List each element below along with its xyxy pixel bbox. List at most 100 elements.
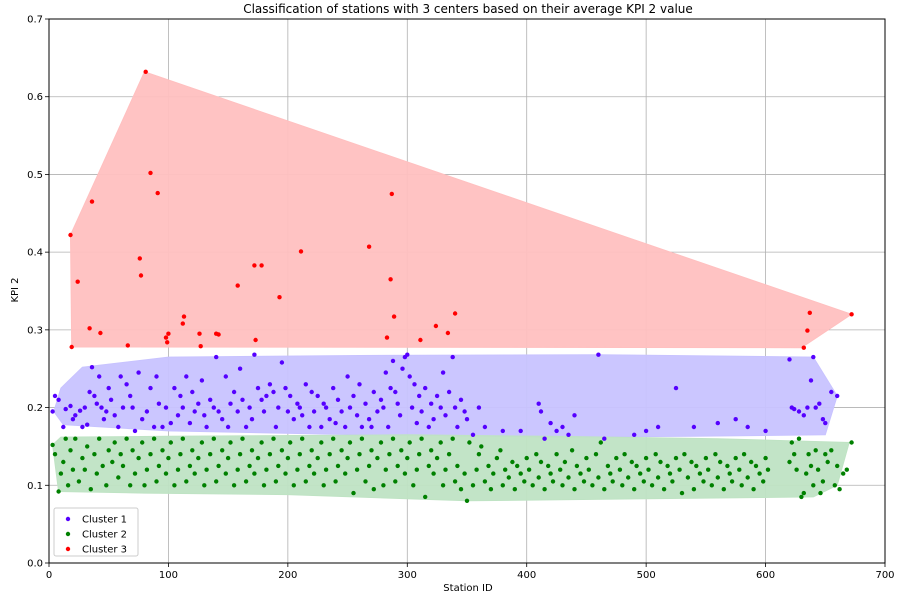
cluster-1-point	[297, 405, 302, 410]
cluster-2-point	[204, 467, 209, 472]
cluster-2-point	[617, 467, 623, 472]
cluster-2-point	[94, 471, 100, 476]
cluster-2-point	[347, 440, 353, 445]
cluster-2-point	[806, 452, 811, 457]
cluster-2-point	[311, 471, 317, 476]
y-axis-ticks: 0.0 0.1 0.2 0.3 0.4 0.5 0.6 0.7	[27, 15, 49, 570]
cluster-2-point	[665, 463, 670, 469]
cluster-1-point	[243, 424, 249, 430]
cluster-2-point	[363, 479, 368, 484]
cluster-2-point	[378, 440, 384, 445]
y-axis-label: KPI 2	[10, 277, 21, 302]
cluster-1-point	[116, 424, 121, 430]
cluster-1-point	[276, 405, 281, 410]
cluster-2-point	[542, 487, 547, 492]
cluster-1-point	[132, 428, 138, 434]
cluster-2-point	[166, 455, 171, 461]
x-tick-label: 300	[398, 570, 417, 581]
legend-marker	[65, 531, 71, 537]
cluster-2-point	[354, 467, 360, 472]
cluster-3-point	[155, 190, 160, 196]
cluster-2-point	[829, 448, 834, 453]
cluster-3-point	[418, 337, 423, 343]
cluster-2-point	[178, 452, 183, 457]
cluster-2-point	[100, 463, 105, 469]
cluster-1-point	[140, 417, 145, 422]
cluster-2-point	[106, 448, 111, 453]
cluster-2-point	[706, 467, 711, 472]
cluster-1-point	[423, 385, 428, 391]
cluster-1-point	[160, 424, 165, 430]
cluster-2-point	[584, 455, 589, 461]
cluster-2-point	[237, 452, 243, 457]
cluster-2-point	[82, 467, 88, 472]
cluster-2-point	[546, 463, 551, 469]
cluster-3-point	[143, 69, 148, 75]
cluster-1-point	[273, 424, 279, 430]
chart-title: Classification of stations with 3 center…	[243, 2, 693, 16]
cluster-1-point	[835, 393, 840, 399]
cluster-1-point	[335, 397, 341, 402]
cluster-2-point	[426, 463, 431, 469]
cluster-1-point	[538, 409, 544, 414]
cluster-1-point	[225, 424, 231, 430]
cluster-2-point	[443, 467, 448, 472]
cluster-2-point	[467, 440, 472, 445]
cluster-1-point	[371, 389, 376, 395]
cluster-2-point	[202, 483, 207, 488]
cluster-2-point	[73, 436, 78, 441]
cluster-2-point	[658, 459, 663, 465]
cluster-2-point	[327, 452, 332, 457]
cluster-2-point	[661, 487, 667, 492]
cluster-3-point	[137, 256, 142, 261]
cluster-3-point	[68, 232, 73, 238]
cluster-1-point	[455, 424, 460, 430]
cluster-2-point	[691, 487, 697, 492]
cluster-1-point	[572, 413, 577, 418]
cluster-1-point	[673, 385, 679, 391]
cluster-2-point	[187, 463, 193, 469]
cluster-3-point	[391, 314, 397, 319]
cluster-1-point	[101, 417, 107, 422]
cluster-2-point	[670, 479, 675, 484]
cluster-2-point	[701, 479, 706, 484]
cluster-1-point	[419, 409, 424, 414]
cluster-1-point	[56, 397, 61, 402]
cluster-1-point	[458, 397, 464, 402]
cluster-3-point	[125, 343, 130, 348]
cluster-2-point	[291, 483, 296, 488]
cluster-1-point	[426, 424, 431, 430]
cluster-1-point	[369, 424, 374, 430]
cluster-1-point	[560, 424, 565, 430]
cluster-1-point	[331, 385, 336, 391]
cluster-2-point	[279, 448, 285, 453]
x-axis-label: Station ID	[443, 583, 493, 594]
cluster-1-point	[52, 393, 58, 399]
cluster-2-point	[799, 494, 804, 500]
cluster-1-point	[745, 424, 750, 430]
cluster-2-point	[180, 436, 185, 441]
cluster-1-point	[566, 432, 571, 437]
cluster-1-point	[154, 374, 159, 379]
cluster-2-point	[765, 467, 771, 472]
cluster-2-point	[673, 455, 679, 461]
cluster-2-point	[526, 467, 532, 472]
cluster-2-point	[605, 463, 611, 469]
cluster-1-point	[386, 424, 391, 430]
cluster-2-point	[815, 467, 821, 472]
cluster-2-point	[112, 440, 117, 445]
cluster-2-point	[142, 483, 147, 488]
cluster-2-point	[479, 444, 484, 449]
cluster-2-point	[240, 436, 245, 441]
cluster-1-point	[168, 420, 173, 426]
cluster-2-point	[104, 483, 109, 488]
cluster-1-point	[255, 385, 261, 391]
cluster-2-point	[429, 448, 434, 453]
cluster-1-point	[315, 393, 320, 399]
cluster-1-point	[542, 436, 547, 441]
cluster-2-point	[196, 455, 201, 461]
cluster-2-point	[841, 471, 846, 476]
cluster-2-point	[110, 459, 115, 465]
cluster-2-point	[417, 452, 422, 457]
